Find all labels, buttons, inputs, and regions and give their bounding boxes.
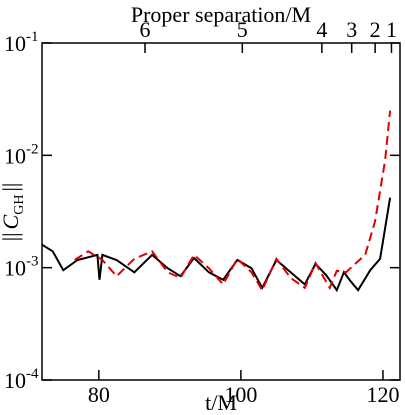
y-tick-base: 10 <box>4 256 26 281</box>
top-tick-label: 4 <box>316 17 327 42</box>
y-label-part: || <box>0 232 23 241</box>
y-tick-base: 10 <box>4 31 26 56</box>
top-tick-label: 3 <box>346 17 357 42</box>
y-label-part: || <box>0 183 23 192</box>
y-tick-base: 10 <box>4 143 26 168</box>
y-tick-exponent: -3 <box>26 254 39 270</box>
y-label-part: GH <box>12 195 27 215</box>
top-tick-label: 1 <box>386 17 397 42</box>
y-axis-label: || CGH || <box>0 183 27 242</box>
y-tick-label: 10-1 <box>4 29 39 56</box>
top-tick-label: 6 <box>139 17 150 42</box>
y-tick-label: 10-4 <box>4 366 39 393</box>
y-tick-label: 10-3 <box>4 254 39 281</box>
top-tick-label: 2 <box>370 17 381 42</box>
y-tick-exponent: -1 <box>26 29 39 45</box>
top-axis-label: Proper separation/M <box>131 2 311 27</box>
x-tick-label: 120 <box>366 382 399 407</box>
y-tick-base: 10 <box>4 368 26 393</box>
x-axis-label: t/M <box>205 390 237 415</box>
y-tick-label: 10-2 <box>4 141 39 168</box>
data-line <box>74 110 392 293</box>
top-tick-label: 5 <box>237 17 248 42</box>
x-tick-label: 80 <box>88 382 110 407</box>
y-tick-exponent: -4 <box>26 366 39 382</box>
plot-frame <box>41 42 401 381</box>
y-tick-exponent: -2 <box>26 141 39 157</box>
y-label-part: C <box>0 214 23 229</box>
data-line <box>41 197 392 293</box>
x-tick-label: 100 <box>224 382 257 407</box>
